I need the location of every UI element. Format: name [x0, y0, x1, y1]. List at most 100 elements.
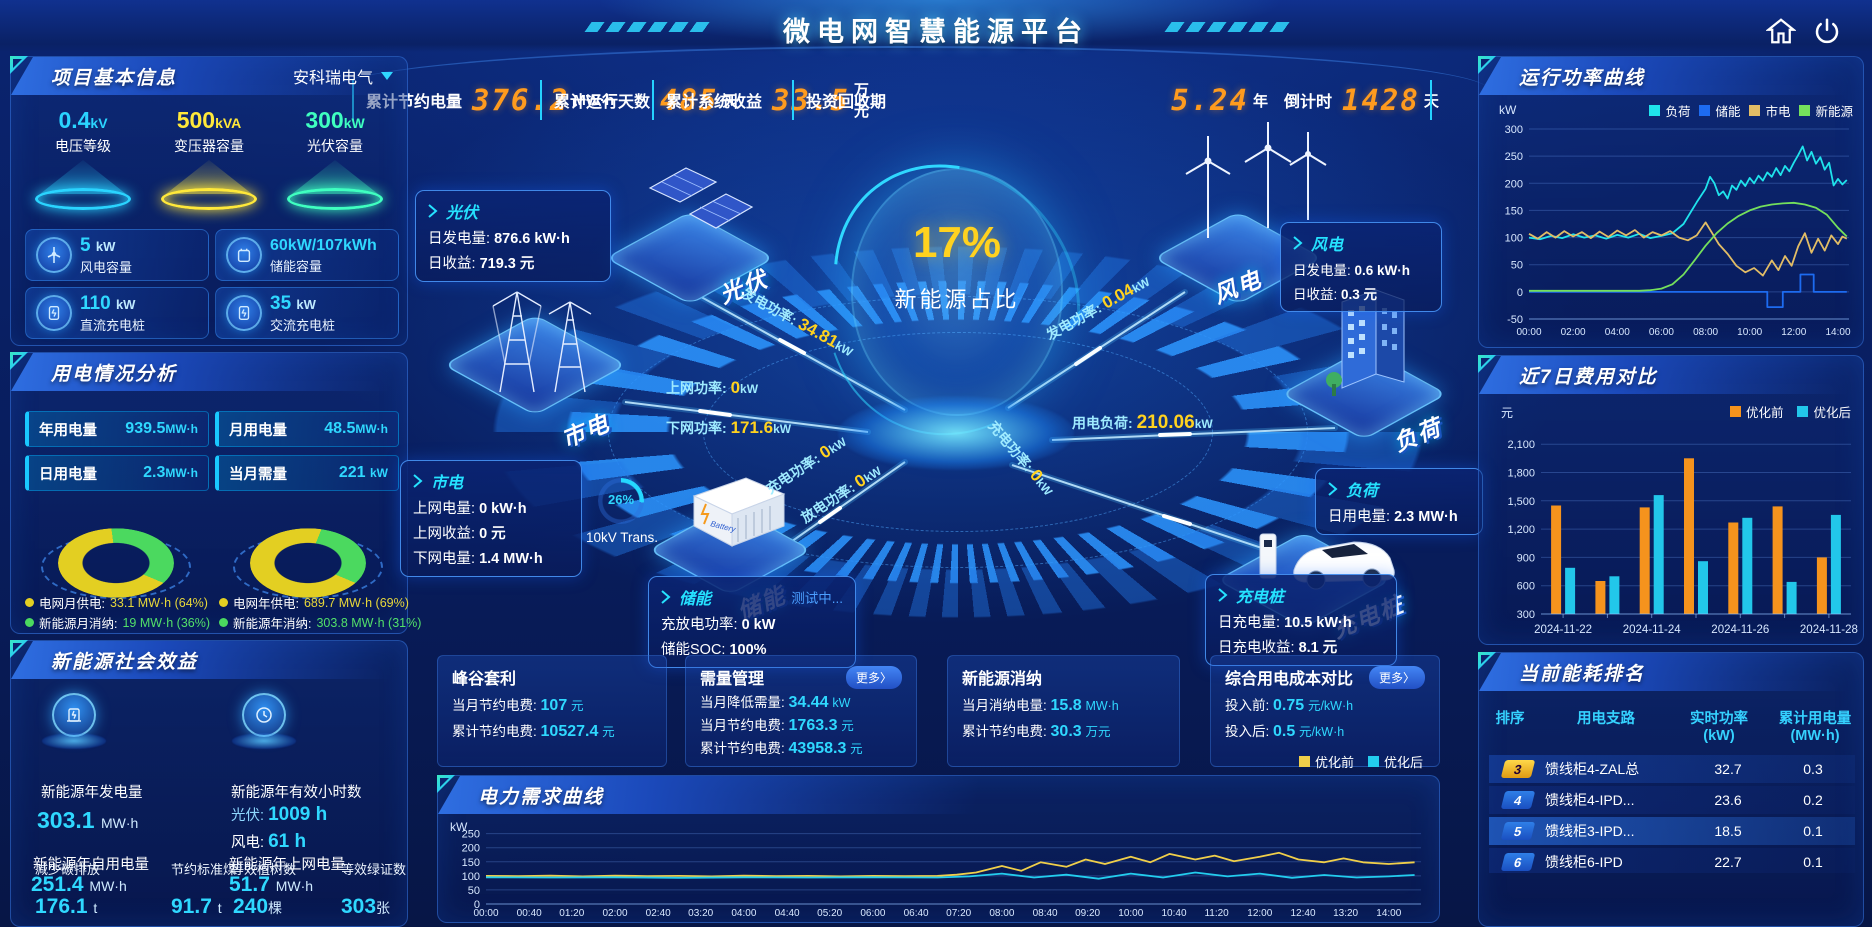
- svg-text:02:00: 02:00: [1561, 327, 1586, 338]
- svg-text:08:00: 08:00: [1693, 327, 1718, 338]
- rank-badge: 5: [1500, 822, 1536, 840]
- ac-charger-card: 35 kW 交流充电桩: [215, 287, 399, 339]
- table-row[interactable]: 6 馈线柜6-IPD 22.7 0.1: [1489, 848, 1855, 873]
- hours-pedestal: [229, 693, 299, 755]
- cost-legend: 优化前 优化后: [1729, 402, 1851, 421]
- legend-grid-year: 电网年供电: 689.7 MW·h (69%): [219, 593, 409, 612]
- svg-text:06:00: 06:00: [860, 908, 885, 919]
- legend-item[interactable]: 储能: [1699, 101, 1740, 120]
- svg-text:2024-11-24: 2024-11-24: [1623, 624, 1682, 636]
- table-row[interactable]: 4 馈线柜4-IPD... 23.6 0.2: [1489, 786, 1855, 814]
- svg-text:0: 0: [474, 899, 480, 911]
- transformer-gauge-label: 10kV Trans.: [585, 530, 659, 545]
- svg-text:00:40: 00:40: [517, 908, 542, 919]
- table-row[interactable]: 5 馈线柜3-IPD... 18.5 0.1: [1489, 817, 1855, 845]
- day-usage-stat: 日用电量 2.3MW·h: [25, 455, 209, 491]
- power-icon[interactable]: [1812, 16, 1842, 46]
- svg-text:150: 150: [1505, 205, 1523, 217]
- stage-pv-capacity: 300kW 光伏容量: [275, 107, 395, 210]
- demand-curve-chart: 0 50 100 150 200 250 00:00 00:40 01:20 02:00 02:40…: [462, 829, 1421, 919]
- svg-text:250: 250: [1505, 151, 1523, 163]
- wind-hours: 风电: 61 h: [231, 831, 307, 852]
- rank-badge: 4: [1500, 791, 1536, 809]
- trees-label: 等效植树数: [231, 862, 297, 877]
- svg-text:14:00: 14:00: [1825, 327, 1850, 338]
- svg-text:02:40: 02:40: [646, 908, 671, 919]
- svg-text:1,800: 1,800: [1507, 468, 1535, 480]
- svg-text:100: 100: [1505, 233, 1523, 245]
- demand-more-button[interactable]: 更多〉: [845, 665, 902, 689]
- kpi-running-days: 累计运行天数 485 天: [540, 80, 737, 120]
- legend-renew-year: 新能源年消纳: 303.8 MW·h (31%): [219, 613, 421, 632]
- demand-y-unit: kW: [450, 820, 468, 834]
- energy-ranking-header: 当前能耗排名: [1479, 653, 1863, 691]
- legend-renew-month: 新能源月消纳: 19 MW·h (36%): [25, 613, 210, 632]
- legend-item[interactable]: 新能源: [1799, 101, 1853, 120]
- cost-compare-panel: 近7日费用对比 元 优化前 优化后 300 600 900 1,200 1,500 1,8…: [1478, 355, 1864, 645]
- header-arc-line: [330, 46, 1490, 136]
- company-select-value: 安科瑞电气: [292, 70, 373, 87]
- svg-text:2,100: 2,100: [1507, 439, 1535, 451]
- trees-value: 240棵: [233, 895, 283, 918]
- project-info-panel: 项目基本信息 安科瑞电气 0.4kV 电压等级 500kVA 变压器容量 300…: [10, 56, 408, 346]
- svg-text:04:00: 04:00: [1605, 327, 1630, 338]
- wind-turbine-icon: [36, 237, 72, 273]
- cost-compare-header: 近7日费用对比: [1479, 356, 1863, 394]
- svg-text:1,500: 1,500: [1507, 496, 1535, 508]
- svg-text:04:40: 04:40: [775, 908, 800, 919]
- svg-text:900: 900: [1517, 552, 1535, 564]
- home-icon[interactable]: [1766, 16, 1796, 46]
- legend-item[interactable]: 负荷: [1649, 101, 1690, 120]
- dc-charger-icon: [36, 295, 72, 331]
- battery-container-icon: Battery: [692, 477, 786, 547]
- svg-text:600: 600: [1517, 581, 1535, 593]
- svg-text:1,200: 1,200: [1507, 524, 1535, 536]
- storage-capacity-card: 60kW/107kWh 储能容量: [215, 229, 399, 281]
- svg-text:2024-11-22: 2024-11-22: [1534, 624, 1592, 636]
- title-left-decoration: [584, 22, 712, 32]
- svg-text:00:00: 00:00: [1516, 327, 1541, 338]
- cost-more-button[interactable]: 更多〉: [1368, 665, 1425, 689]
- svg-text:09:20: 09:20: [1075, 908, 1100, 919]
- pv-hours: 光伏: 1009 h: [231, 804, 328, 825]
- power-legend: 负荷 储能 市电 新能源: [1649, 101, 1853, 120]
- svg-text:12:00: 12:00: [1781, 327, 1806, 338]
- legend-item[interactable]: 市电: [1749, 101, 1790, 120]
- legend-grid-month: 电网月供电: 33.1 MW·h (64%): [25, 593, 208, 612]
- power-curve-panel: 运行功率曲线 kW 负荷 储能 市电 新能源 -50 0 50 100 150 200 25…: [1478, 56, 1864, 348]
- chevron-right-icon: [661, 590, 671, 604]
- svg-text:-50: -50: [1507, 314, 1523, 326]
- table-row[interactable]: 3 馈线柜4-ZAL总 32.7 0.3: [1489, 755, 1855, 783]
- cost-y-unit: 元: [1501, 406, 1514, 420]
- legend-item[interactable]: 优化后: [1367, 752, 1423, 771]
- svg-text:50: 50: [468, 885, 480, 897]
- chevron-right-icon: [428, 204, 438, 218]
- hours-label: 新能源年有效小时数: [231, 785, 362, 801]
- center-sphere: [851, 168, 1063, 416]
- generator-icon: [52, 693, 96, 737]
- company-select[interactable]: 安科瑞电气: [293, 64, 393, 88]
- energy-ranking-panel: 当前能耗排名 排序 用电支路 实时功率 (kW) 累计用电量 (MW·h) 3 馈线…: [1478, 652, 1864, 927]
- year-usage-stat: 年用电量 939.5MW·h: [25, 411, 209, 447]
- legend-item[interactable]: 优化前: [1298, 752, 1354, 771]
- legend-item[interactable]: 优化前: [1729, 402, 1783, 421]
- transformer-gauge-value: 26%: [607, 492, 635, 507]
- social-benefit-panel: 新能源社会效益 新能源年发电量 303.1 MW·h 新能源年有效小时数 光伏:…: [10, 640, 408, 927]
- grid-info-card: 市电 上网电量: 0 kW·h 上网收益: 0 元 下网电量: 1.4 MW·h: [400, 460, 582, 577]
- from-grid-flow-label: 下网功率: 171.6kW: [666, 418, 792, 437]
- renewable-percentage-label: 新能源占比: [894, 287, 1020, 312]
- light-base: [35, 188, 131, 210]
- kpi-bar: 累计节约电量 376.2 MW·h 累计运行天数 485 天 累计系统收益 33…: [352, 78, 1439, 122]
- svg-text:200: 200: [1505, 178, 1523, 190]
- wind-info-card: 风电 日发电量: 0.6 kW·h 日收益: 0.3 元: [1280, 222, 1442, 312]
- renewable-percentage: 17%: [912, 218, 1002, 267]
- legend-item[interactable]: 优化后: [1797, 402, 1851, 421]
- co2-label: 减少碳排放: [35, 862, 101, 877]
- svg-text:150: 150: [462, 857, 480, 869]
- svg-text:2024-11-28: 2024-11-28: [1800, 624, 1858, 636]
- svg-text:12:40: 12:40: [1290, 908, 1315, 919]
- light-cone: [292, 160, 378, 194]
- stage-voltage: 0.4kV 电压等级: [23, 107, 143, 210]
- svg-text:300: 300: [1517, 609, 1535, 621]
- title-right-decoration: [1164, 22, 1292, 32]
